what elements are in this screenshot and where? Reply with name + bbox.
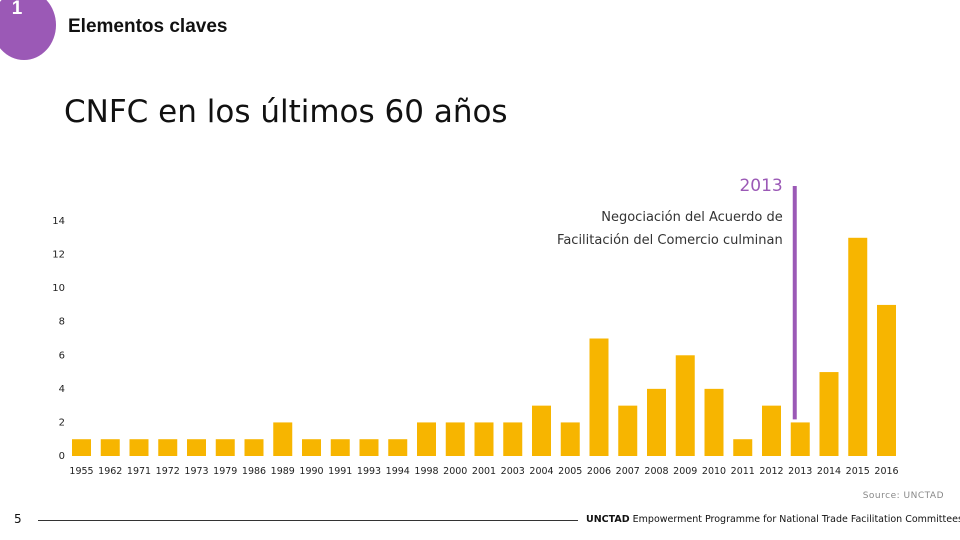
y-tick-label: 8 <box>59 317 65 328</box>
annotation-text-line1: Negociación del Acuerdo de <box>601 210 783 225</box>
bar-1973 <box>187 439 206 456</box>
bar-2001 <box>474 422 494 456</box>
x-tick-label: 2014 <box>817 466 841 477</box>
x-tick-label: 1973 <box>184 466 208 477</box>
bar-1972 <box>158 439 178 456</box>
bar-2008 <box>647 388 666 456</box>
x-tick-label: 2006 <box>587 466 611 477</box>
x-tick-label: 2004 <box>529 466 553 477</box>
x-tick-label: 2005 <box>558 466 582 477</box>
x-tick-label: 2016 <box>874 466 898 477</box>
footer-programme: Empowerment Programme for National Trade… <box>632 514 960 525</box>
y-tick-label: 2 <box>59 417 65 428</box>
bar-1990 <box>302 439 321 456</box>
x-tick-label: 1994 <box>386 466 410 477</box>
bar-2005 <box>560 422 580 456</box>
bar-1955 <box>72 439 91 456</box>
x-tick-label: 1993 <box>357 466 381 477</box>
x-tick-label: 2001 <box>472 466 496 477</box>
bar-2004 <box>532 405 551 456</box>
x-tick-label: 2007 <box>616 466 640 477</box>
bar-1991 <box>330 439 350 456</box>
section-badge: 1 <box>0 0 56 60</box>
x-tick-label: 1986 <box>242 466 266 477</box>
x-tick-label: 2013 <box>788 466 812 477</box>
x-tick-label: 1990 <box>299 466 323 477</box>
bar-2016 <box>877 304 896 456</box>
x-tick-label: 1998 <box>414 466 438 477</box>
footer-brand: UNCTAD <box>586 514 630 525</box>
footer-divider <box>38 520 578 521</box>
x-tick-label: 2010 <box>702 466 726 477</box>
bar-2006 <box>589 338 609 456</box>
y-tick-label: 12 <box>52 250 65 261</box>
x-tick-label: 1955 <box>69 466 93 477</box>
bar-1998 <box>417 422 436 456</box>
bar-2009 <box>675 355 695 456</box>
annotation-year: 2013 <box>739 176 782 196</box>
page-number: 5 <box>14 512 22 526</box>
x-tick-label: 1971 <box>127 466 151 477</box>
page-title: CNFC en los últimos 60 años <box>64 94 508 130</box>
bar-2007 <box>618 405 638 456</box>
x-tick-label: 2008 <box>644 466 668 477</box>
x-tick-label: 1991 <box>328 466 352 477</box>
x-tick-label: 1979 <box>213 466 237 477</box>
annotation-text-line2: Facilitación del Comercio culminan <box>557 233 783 248</box>
y-tick-label: 6 <box>59 350 65 361</box>
footer-credit: UNCTAD Empowerment Programme for Nationa… <box>586 514 960 525</box>
y-tick-label: 0 <box>59 451 65 462</box>
y-tick-label: 4 <box>59 384 65 395</box>
bar-1989 <box>273 422 293 456</box>
bar-2014 <box>819 372 839 456</box>
bar-1993 <box>359 439 379 456</box>
section-number: 1 <box>11 0 23 19</box>
section-title: Elementos claves <box>68 16 228 37</box>
x-tick-label: 1989 <box>271 466 295 477</box>
y-tick-label: 10 <box>52 283 65 294</box>
x-tick-label: 2000 <box>443 466 467 477</box>
bar-1962 <box>100 439 120 456</box>
bar-2003 <box>503 422 523 456</box>
bar-1979 <box>215 439 235 456</box>
bar-2015 <box>848 237 868 456</box>
x-tick-label: 1962 <box>98 466 122 477</box>
y-tick-label: 14 <box>52 216 65 227</box>
bar-2011 <box>733 439 753 456</box>
bar-2000 <box>445 422 465 456</box>
bar-2012 <box>762 405 781 456</box>
bar-1994 <box>388 439 408 456</box>
bar-2013 <box>790 422 810 456</box>
x-tick-label: 2012 <box>759 466 783 477</box>
bar-2010 <box>704 388 724 456</box>
bar-1971 <box>129 439 149 456</box>
source-note: Source: UNCTAD <box>862 491 944 501</box>
x-tick-label: 2003 <box>501 466 525 477</box>
x-tick-label: 2011 <box>731 466 755 477</box>
bar-1986 <box>244 439 264 456</box>
x-tick-label: 1972 <box>156 466 180 477</box>
x-tick-label: 2015 <box>846 466 870 477</box>
x-tick-label: 2009 <box>673 466 697 477</box>
